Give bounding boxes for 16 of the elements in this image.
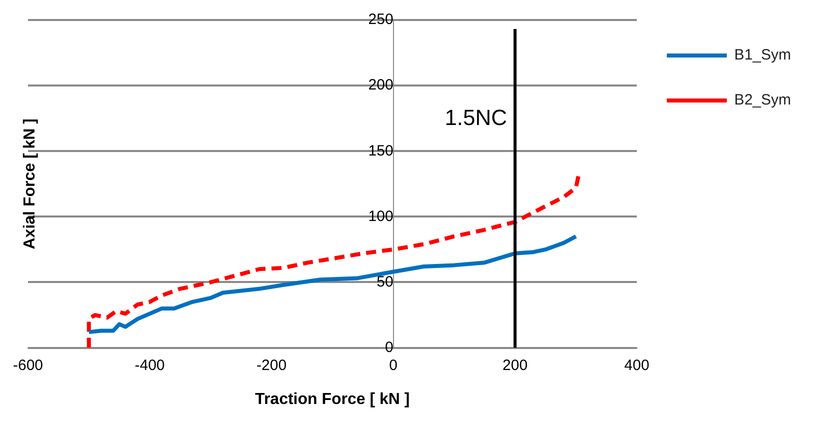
x-tick-label: 200 [502,356,528,374]
legend-label: B1_Sym [734,46,792,64]
x-tick-label: -200 [256,356,287,374]
y-tick-label: 0 [384,338,394,356]
x-tick-label: -400 [134,356,165,374]
y-axis-title: Axial Force [ kN ] [21,118,38,250]
ref-line-label: 1.5NC [444,105,508,130]
x-tick-label: -600 [12,356,44,374]
legend-label: B2_Sym [734,92,792,109]
y-tick-label: 200 [368,76,394,94]
y-tick-label: 50 [376,273,394,290]
x-tick-label: 400 [624,356,650,374]
y-tick-label: 100 [368,208,394,225]
x-axis-title: Traction Force [ kN ] [255,390,410,408]
y-tick-label: 150 [368,142,394,160]
y-tick-label: 250 [368,11,394,28]
